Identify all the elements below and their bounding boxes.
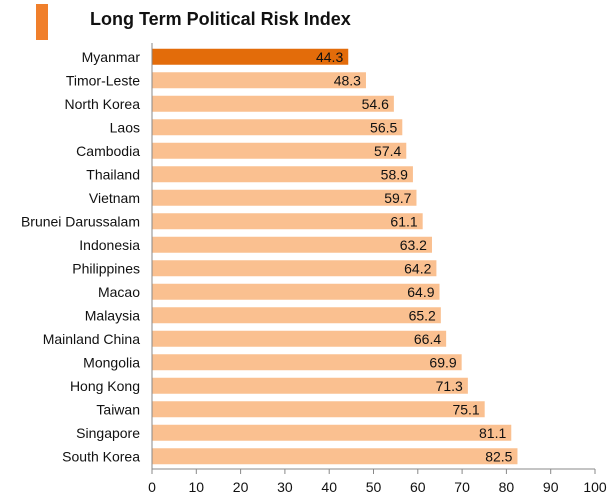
category-label: Macao [98,284,140,300]
value-label: 69.9 [429,354,456,370]
category-label: Myanmar [82,49,141,65]
category-label: Hong Kong [70,378,140,394]
x-tick-label: 50 [366,479,382,495]
title-accent-bar [36,4,48,40]
value-label: 64.2 [404,260,431,276]
value-label: 71.3 [436,378,463,394]
x-tick-label: 60 [410,479,426,495]
x-tick-label: 70 [454,479,470,495]
bar-myanmar [152,48,349,65]
category-label: Brunei Darussalam [21,213,140,229]
bar-laos [152,119,403,136]
bar-north-korea [152,95,394,112]
value-label: 61.1 [390,213,417,229]
x-tick-label: 10 [189,479,205,495]
x-tick-label: 30 [277,479,293,495]
bar-singapore [152,424,512,441]
bar-mainland-china [152,330,447,347]
bar-south-korea [152,448,518,465]
category-label: Taiwan [96,401,140,417]
bar-vietnam [152,189,417,206]
value-label: 66.4 [414,331,441,347]
value-label: 56.5 [370,119,397,135]
bar-timor-leste [152,72,366,89]
category-label: Cambodia [76,143,140,159]
bar-taiwan [152,401,485,418]
bar-malaysia [152,307,441,324]
category-label: Mainland China [43,331,140,347]
bar-macao [152,283,440,300]
value-label: 75.1 [452,401,479,417]
value-label: 54.6 [362,96,389,112]
x-tick-label: 20 [233,479,249,495]
x-tick-label: 80 [499,479,515,495]
value-label: 57.4 [374,143,401,159]
value-label: 58.9 [381,166,408,182]
value-label: 44.3 [316,49,343,65]
category-label: Laos [110,119,140,135]
category-label: Indonesia [79,237,140,253]
chart-title: Long Term Political Risk Index [90,9,351,29]
category-label: Mongolia [83,354,140,370]
value-label: 63.2 [400,237,427,253]
value-label: 82.5 [485,448,512,464]
category-label: Thailand [86,166,140,182]
bar-brunei-darussalam [152,213,423,230]
bar-cambodia [152,142,407,159]
category-label: South Korea [62,448,140,464]
value-label: 48.3 [334,72,361,88]
bar-indonesia [152,236,432,253]
category-label: Malaysia [85,307,140,323]
category-label: Singapore [76,425,140,441]
bar-hong-kong [152,377,468,394]
x-tick-label: 0 [148,479,156,495]
value-label: 64.9 [407,284,434,300]
bar-mongolia [152,354,462,371]
value-label: 59.7 [384,190,411,206]
x-tick-label: 40 [321,479,337,495]
bar-thailand [152,166,413,183]
value-label: 65.2 [409,307,436,323]
category-label: Vietnam [89,190,140,206]
category-label: Philippines [72,260,140,276]
category-label: Timor-Leste [66,72,140,88]
x-tick-label: 90 [543,479,559,495]
bar-philippines [152,260,437,277]
value-label: 81.1 [479,425,506,441]
category-label: North Korea [65,96,141,112]
x-tick-label: 100 [583,479,607,495]
